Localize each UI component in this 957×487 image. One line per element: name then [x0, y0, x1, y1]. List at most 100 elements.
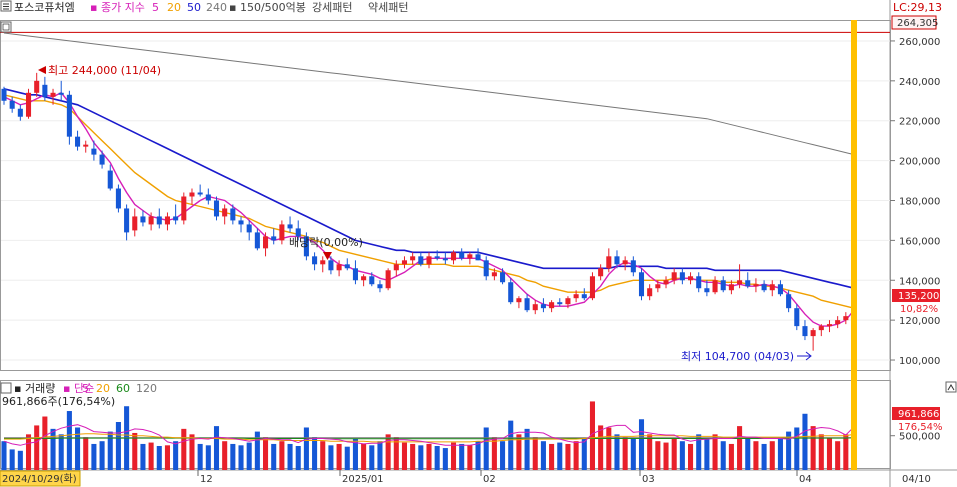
candle-body [222, 208, 228, 217]
volume-bar [328, 445, 334, 470]
bullish-pattern-legend[interactable]: 강세패턴 [312, 1, 352, 14]
candle-body [279, 224, 285, 241]
candle-body [385, 270, 391, 289]
volume-bar [377, 441, 383, 470]
volume-bar [818, 434, 824, 470]
price-tick-label: 120,000 [899, 316, 940, 327]
candle-body [99, 154, 105, 165]
candle-body [50, 92, 56, 97]
volume-bar [107, 431, 113, 470]
candle-body [688, 276, 694, 281]
candle-body [581, 294, 587, 299]
volume-bar [254, 431, 260, 470]
candle-body [712, 280, 718, 293]
volume-bar [843, 434, 849, 470]
candle-body [83, 144, 89, 147]
candle-body [205, 194, 211, 201]
volume-bar [647, 434, 653, 470]
volume-bar [17, 450, 23, 470]
volume-bar [66, 411, 72, 470]
volume-bar [826, 438, 833, 470]
grid-toggle-icon[interactable] [0, 21, 12, 33]
volume-panel-close-icon[interactable] [945, 381, 957, 393]
ma-legend-240[interactable]: 240 [206, 1, 227, 14]
volume-bar [794, 427, 800, 470]
ma-legend-20[interactable]: 20 [167, 1, 181, 14]
lc-indicator: LC:29,13 [893, 1, 942, 14]
x-axis-ticks: 12 2025/01 02 03 04 04/10 [197, 470, 931, 485]
candle-body [124, 208, 130, 233]
candle-body [835, 320, 841, 325]
volume-ma-legend[interactable]: ▪ 단순 [63, 382, 94, 395]
candle-body [516, 298, 522, 303]
volume-legend-label[interactable]: ▪ 거래량 [14, 382, 55, 395]
candle-body [295, 228, 301, 237]
volume-bar [336, 443, 342, 470]
x-tick-label-last: 04/10 [902, 474, 931, 485]
volume-bar [83, 437, 89, 470]
volume-bar [753, 441, 759, 470]
volume-panel-menu-icon[interactable] [0, 382, 12, 394]
change-pct-tag: 10,82% [900, 304, 938, 315]
bearish-pattern-legend[interactable]: 약세패턴 [368, 0, 408, 14]
candle-body [671, 272, 677, 281]
volume-bar [222, 441, 228, 470]
candle-body [745, 280, 751, 287]
candle-body [434, 256, 440, 259]
candle-body [696, 276, 702, 289]
candle-body [271, 236, 277, 241]
volume-bar [704, 438, 710, 470]
x-tick-label: 04 [799, 474, 812, 485]
volume-bar [557, 442, 563, 470]
candle-body [107, 170, 113, 189]
candle-body [843, 316, 849, 321]
volume-bar [679, 441, 685, 470]
candle-body [679, 272, 685, 281]
dividend-annotation: 배당락(0,00%) [289, 236, 363, 249]
price-tick-label: 140,000 [899, 276, 940, 287]
volume-bar [344, 446, 350, 470]
volume-bar [352, 438, 358, 470]
ma-legend-50[interactable]: 50 [187, 1, 201, 14]
volume-bar [589, 401, 595, 470]
volume-bar [361, 443, 367, 470]
ma-legend-title: 종가 지수 [101, 1, 145, 14]
volume-bar [737, 426, 743, 470]
x-tick-label: 12 [200, 474, 213, 485]
volume-ma-20[interactable]: 20 [96, 382, 110, 395]
volume-bar [655, 441, 661, 470]
candle-body [418, 256, 424, 265]
candle-body [622, 260, 628, 265]
candle-body [230, 208, 236, 221]
volume-bar [688, 443, 694, 470]
ref-price-tag: 264,305 [897, 18, 938, 29]
stock-name[interactable]: 포스코퓨처엠 [14, 1, 75, 14]
candle-body [655, 284, 661, 289]
volume-bar [393, 437, 399, 470]
candle-body [75, 136, 81, 147]
ma-legend-label[interactable]: ▪ 종가 지수 [90, 1, 145, 14]
candle-body [737, 280, 743, 285]
volume-ma-120[interactable]: 120 [136, 382, 157, 395]
ma-legend-5[interactable]: 5 [152, 1, 159, 14]
candle-body [344, 264, 350, 269]
volume-value-tag: 961,866 [898, 409, 939, 420]
volume-bar [745, 438, 751, 470]
current-day-highlight [851, 20, 857, 470]
volume-ma-60[interactable]: 60 [116, 382, 130, 395]
selected-date-box[interactable] [0, 470, 81, 487]
volume-bar [491, 437, 497, 470]
candle-body [491, 272, 497, 277]
volume-bar [181, 428, 187, 470]
candle-body [508, 282, 514, 303]
volume-candle-legend[interactable]: ▪ 150/500억봉 [229, 1, 306, 14]
volume-bar [696, 434, 702, 470]
candle-body [630, 260, 636, 273]
candle-body [140, 216, 146, 223]
volume-bar [238, 445, 244, 470]
candle-body [532, 304, 538, 311]
volume-ma-5[interactable]: 5 [82, 382, 89, 395]
candle-body [34, 80, 40, 93]
volume-bar [164, 445, 170, 470]
